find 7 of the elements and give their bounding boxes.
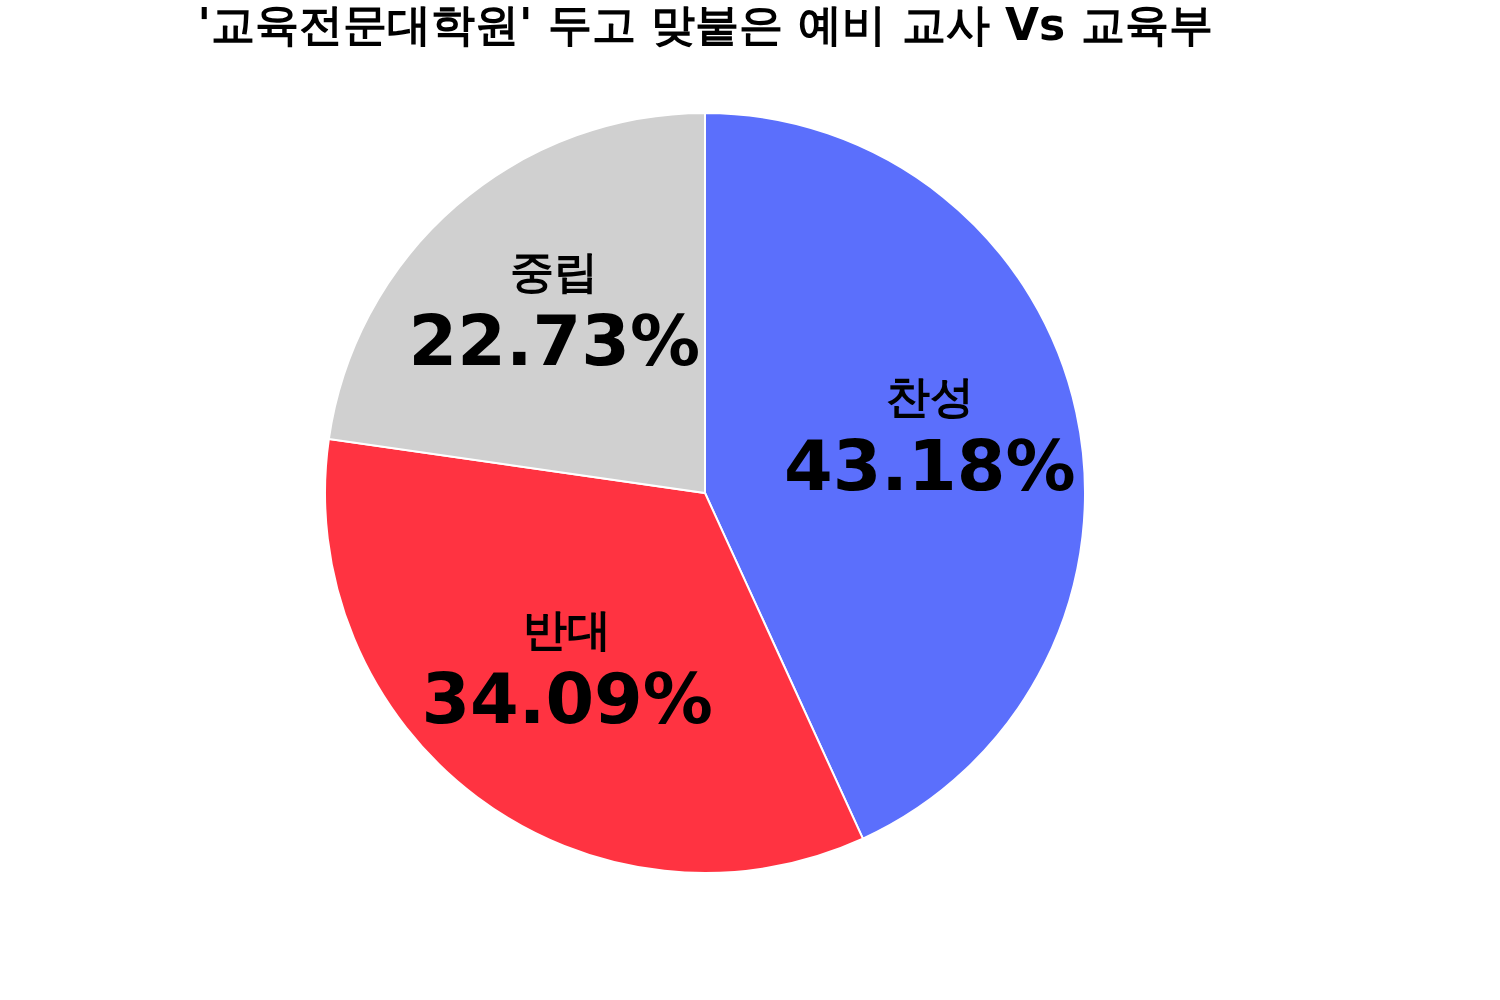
chart-title: '교육전문대학원' 두고 맞붙은 예비 교사 Vs 교육부 <box>197 0 1213 50</box>
data-label: 22.73% <box>408 300 701 383</box>
slice-label: 중립 <box>510 246 599 298</box>
data-label: 34.09% <box>421 658 713 741</box>
slice-label: 찬성 <box>885 371 974 423</box>
data-label: 43.18% <box>783 425 1076 508</box>
slice-label: 반대 <box>523 604 612 656</box>
